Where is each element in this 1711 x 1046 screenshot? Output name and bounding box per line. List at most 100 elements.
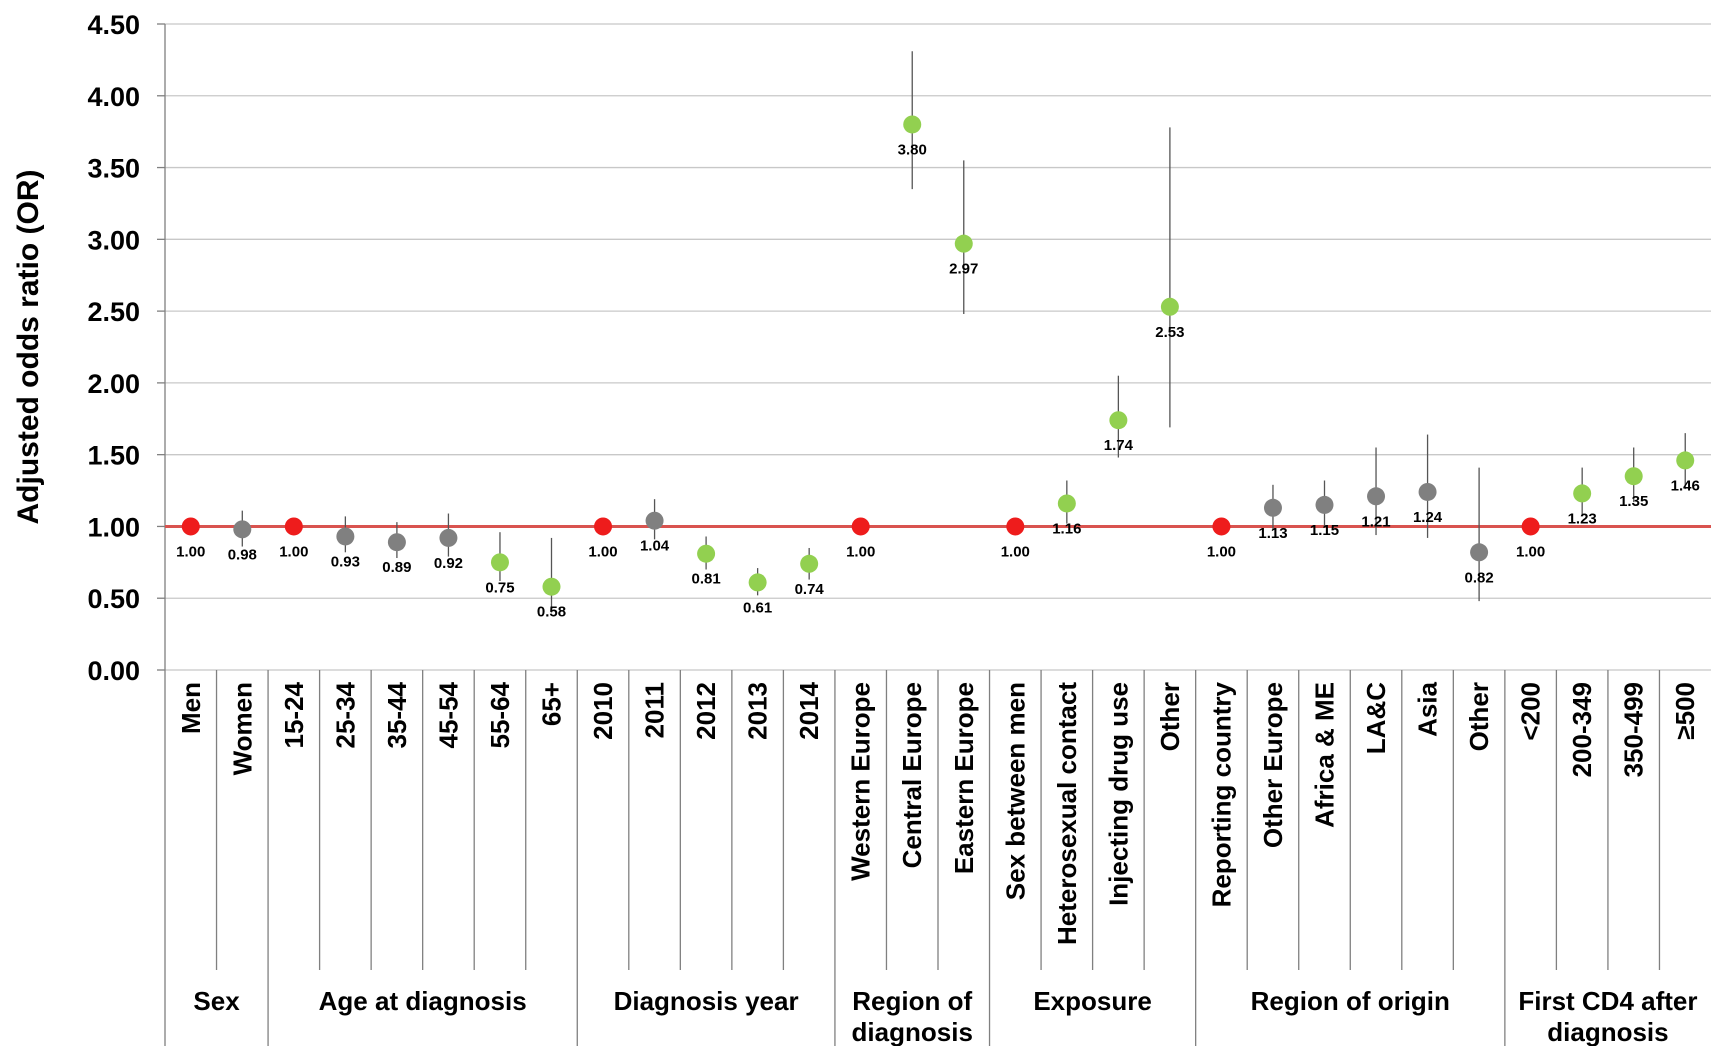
x-category-label: 35-44 xyxy=(382,681,412,748)
x-category-label: 45-54 xyxy=(433,681,463,748)
data-point xyxy=(284,517,303,536)
data-point xyxy=(645,511,664,530)
group-label: diagnosis xyxy=(852,1017,973,1046)
data-point xyxy=(1470,543,1489,562)
x-category-label: 2011 xyxy=(640,682,670,738)
data-point xyxy=(1057,494,1076,513)
y-tick-label: 4.50 xyxy=(87,10,140,40)
data-point xyxy=(336,527,355,546)
data-point xyxy=(1418,482,1437,501)
y-tick-label: 0.00 xyxy=(87,656,140,686)
data-point xyxy=(697,544,716,563)
x-category-label: Injecting drug use xyxy=(1103,682,1133,906)
data-label: 1.00 xyxy=(176,543,205,560)
data-point xyxy=(387,533,406,552)
data-label: 3.80 xyxy=(898,141,927,158)
x-category-label: Eastern Europe xyxy=(949,682,979,874)
data-point xyxy=(1212,517,1231,536)
data-label: 1.00 xyxy=(279,543,308,560)
group-label: Diagnosis year xyxy=(614,986,799,1016)
data-label: 1.00 xyxy=(1207,543,1236,560)
data-point xyxy=(1521,517,1540,536)
x-category-label: Women xyxy=(227,682,257,775)
data-point xyxy=(1367,487,1386,506)
y-axis-label: Adjusted odds ratio (OR) xyxy=(12,170,45,525)
data-label: 1.15 xyxy=(1310,522,1339,539)
data-label: 0.93 xyxy=(331,553,360,570)
x-category-label: 2012 xyxy=(691,682,721,740)
group-label: Exposure xyxy=(1033,986,1152,1016)
group-label: Age at diagnosis xyxy=(319,986,527,1016)
x-category-label: Men xyxy=(176,682,206,734)
data-point xyxy=(1109,411,1128,430)
data-label: 1.00 xyxy=(846,543,875,560)
data-label: 2.53 xyxy=(1155,324,1184,341)
group-label: diagnosis xyxy=(1547,1017,1668,1046)
data-label: 0.92 xyxy=(434,555,463,572)
data-label: 0.75 xyxy=(485,579,514,596)
data-point xyxy=(181,517,200,536)
y-tick-label: 2.00 xyxy=(87,369,140,399)
data-point xyxy=(439,528,458,547)
data-label: 1.21 xyxy=(1361,513,1390,530)
data-point xyxy=(1160,297,1179,316)
x-category-label: 65+ xyxy=(537,682,567,726)
data-label: 2.97 xyxy=(949,261,978,278)
y-tick-label: 1.00 xyxy=(87,512,140,542)
x-category-label: 200-349 xyxy=(1567,682,1597,777)
data-point xyxy=(1006,517,1025,536)
data-label: 0.74 xyxy=(795,581,825,598)
x-category-label: 15-24 xyxy=(279,681,309,748)
x-category-label: Other xyxy=(1464,682,1494,751)
y-tick-label: 1.50 xyxy=(87,441,140,471)
x-category-label: 2013 xyxy=(743,682,773,740)
data-label: 1.13 xyxy=(1258,525,1287,542)
data-label: 0.58 xyxy=(537,604,566,621)
data-point xyxy=(851,517,870,536)
data-point xyxy=(1624,467,1643,486)
data-point xyxy=(490,553,509,572)
group-label: Region of origin xyxy=(1251,986,1450,1016)
data-label: 1.46 xyxy=(1671,477,1700,494)
data-label: 0.61 xyxy=(743,599,772,616)
x-category-label: 2014 xyxy=(794,681,824,739)
x-category-label: Central Europe xyxy=(897,682,927,868)
x-category-label: Sex between men xyxy=(1000,682,1030,900)
data-point xyxy=(954,234,973,253)
data-point xyxy=(1676,451,1695,470)
group-label: Sex xyxy=(193,986,240,1016)
data-label: 1.23 xyxy=(1568,510,1597,527)
x-category-label: 55-64 xyxy=(485,681,515,748)
data-point xyxy=(542,577,561,596)
data-point xyxy=(1315,495,1334,514)
x-category-label: Heterosexual contact xyxy=(1052,682,1082,945)
x-category-label: ≥500 xyxy=(1670,682,1700,740)
data-label: 1.00 xyxy=(1001,543,1030,560)
x-category-label: LA&C xyxy=(1361,682,1391,754)
x-category-label: Western Europe xyxy=(846,682,876,881)
y-tick-label: 3.00 xyxy=(87,225,140,255)
x-category-label: Other xyxy=(1155,682,1185,751)
data-point xyxy=(748,573,767,592)
data-label: 0.82 xyxy=(1464,569,1493,586)
data-label: 1.74 xyxy=(1104,437,1134,454)
y-tick-label: 0.50 xyxy=(87,584,140,614)
y-tick-label: 3.50 xyxy=(87,154,140,184)
data-label: 1.16 xyxy=(1052,520,1081,537)
data-point xyxy=(800,554,819,573)
data-label: 1.04 xyxy=(640,538,670,555)
x-category-label: <200 xyxy=(1516,682,1546,741)
data-label: 1.00 xyxy=(1516,543,1545,560)
y-tick-label: 2.50 xyxy=(87,297,140,327)
x-category-label: 2010 xyxy=(588,682,618,740)
group-label: Region of xyxy=(852,986,972,1016)
data-label: 0.81 xyxy=(691,571,720,588)
data-label: 1.35 xyxy=(1619,493,1648,510)
data-point xyxy=(1263,498,1282,517)
data-point xyxy=(903,115,922,134)
x-category-label: Other Europe xyxy=(1258,682,1288,848)
data-label: 0.89 xyxy=(382,559,411,576)
data-label: 1.24 xyxy=(1413,509,1443,526)
data-point xyxy=(1573,484,1592,503)
